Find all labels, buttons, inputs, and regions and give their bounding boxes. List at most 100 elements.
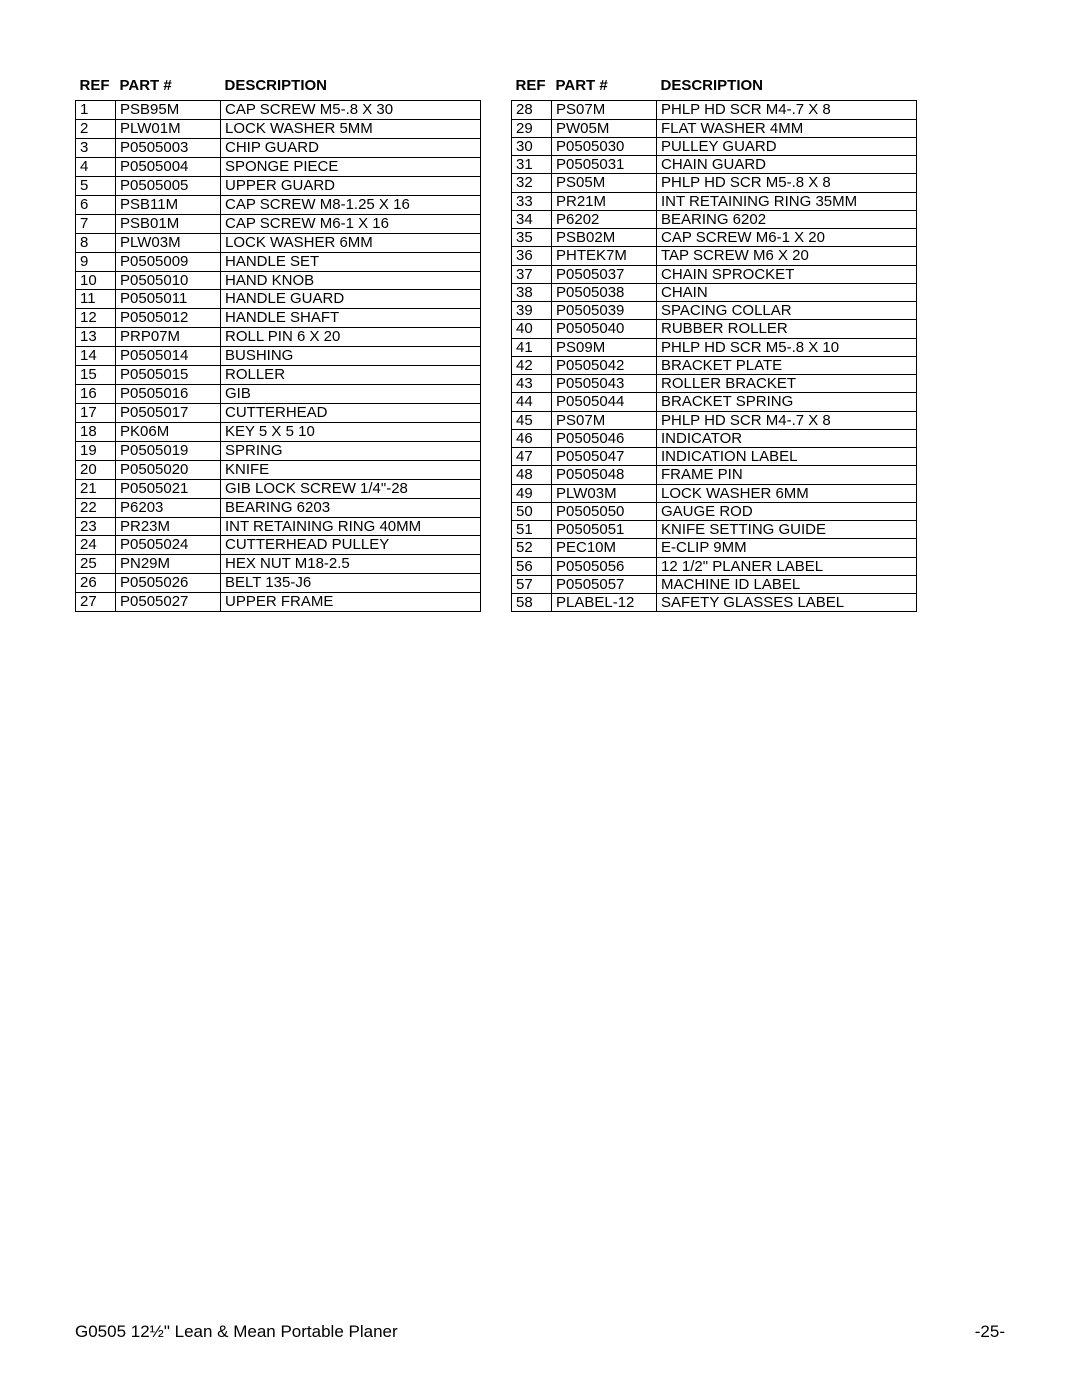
cell-ref: 42 bbox=[512, 356, 552, 374]
cell-desc: CAP SCREW M6-1 X 16 bbox=[221, 214, 481, 233]
table-row: 3P0505003CHIP GUARD bbox=[76, 139, 481, 158]
cell-desc: INT RETAINING RING 35MM bbox=[657, 192, 917, 210]
table-row: 35PSB02MCAP SCREW M6-1 X 20 bbox=[512, 229, 917, 247]
cell-desc: ROLLER bbox=[221, 366, 481, 385]
cell-part: P0505044 bbox=[552, 393, 657, 411]
cell-desc: BEARING 6202 bbox=[657, 210, 917, 228]
cell-ref: 57 bbox=[512, 575, 552, 593]
cell-desc: CAP SCREW M5-.8 X 30 bbox=[221, 101, 481, 120]
cell-part: PHTEK7M bbox=[552, 247, 657, 265]
cell-desc: BRACKET SPRING bbox=[657, 393, 917, 411]
cell-desc: PHLP HD SCR M5-.8 X 10 bbox=[657, 338, 917, 356]
table-row: 49PLW03MLOCK WASHER 6MM bbox=[512, 484, 917, 502]
table-row: 36PHTEK7MTAP SCREW M6 X 20 bbox=[512, 247, 917, 265]
table-row: 14P0505014BUSHING bbox=[76, 347, 481, 366]
parts-table-left: REF PART # DESCRIPTION 1PSB95MCAP SCREW … bbox=[75, 75, 481, 612]
cell-part: P0505027 bbox=[116, 593, 221, 612]
table-row: 22P6203BEARING 6203 bbox=[76, 498, 481, 517]
cell-ref: 35 bbox=[512, 229, 552, 247]
cell-ref: 47 bbox=[512, 448, 552, 466]
cell-ref: 25 bbox=[76, 555, 116, 574]
cell-desc: BRACKET PLATE bbox=[657, 356, 917, 374]
cell-ref: 29 bbox=[512, 119, 552, 137]
cell-part: P0505031 bbox=[552, 156, 657, 174]
cell-desc: UPPER FRAME bbox=[221, 593, 481, 612]
cell-part: P0505016 bbox=[116, 385, 221, 404]
cell-desc: PHLP HD SCR M4-.7 X 8 bbox=[657, 411, 917, 429]
cell-desc: INT RETAINING RING 40MM bbox=[221, 517, 481, 536]
table-row: 15P0505015ROLLER bbox=[76, 366, 481, 385]
cell-ref: 36 bbox=[512, 247, 552, 265]
table-row: 9P0505009HANDLE SET bbox=[76, 252, 481, 271]
cell-part: P0505015 bbox=[116, 366, 221, 385]
cell-ref: 48 bbox=[512, 466, 552, 484]
cell-part: P0505042 bbox=[552, 356, 657, 374]
table-row: 31P0505031CHAIN GUARD bbox=[512, 156, 917, 174]
cell-desc: KNIFE SETTING GUIDE bbox=[657, 521, 917, 539]
page-footer: G0505 12½" Lean & Mean Portable Planer -… bbox=[75, 1322, 1005, 1342]
cell-desc: CHAIN SPROCKET bbox=[657, 265, 917, 283]
cell-desc: CAP SCREW M6-1 X 20 bbox=[657, 229, 917, 247]
cell-part: PS09M bbox=[552, 338, 657, 356]
cell-part: PK06M bbox=[116, 422, 221, 441]
cell-ref: 1 bbox=[76, 101, 116, 120]
cell-ref: 11 bbox=[76, 290, 116, 309]
table-row: 45PS07MPHLP HD SCR M4-.7 X 8 bbox=[512, 411, 917, 429]
table-row: 23PR23MINT RETAINING RING 40MM bbox=[76, 517, 481, 536]
cell-desc: ROLLER BRACKET bbox=[657, 375, 917, 393]
cell-part: P0505047 bbox=[552, 448, 657, 466]
cell-desc: BEARING 6203 bbox=[221, 498, 481, 517]
cell-ref: 7 bbox=[76, 214, 116, 233]
cell-ref: 24 bbox=[76, 536, 116, 555]
cell-desc: 12 1/2" PLANER LABEL bbox=[657, 557, 917, 575]
cell-ref: 39 bbox=[512, 302, 552, 320]
parts-columns: REF PART # DESCRIPTION 1PSB95MCAP SCREW … bbox=[75, 75, 1005, 612]
table-row: 41PS09MPHLP HD SCR M5-.8 X 10 bbox=[512, 338, 917, 356]
cell-ref: 34 bbox=[512, 210, 552, 228]
cell-desc: BELT 135-J6 bbox=[221, 574, 481, 593]
table-row: 13PRP07MROLL PIN 6 X 20 bbox=[76, 328, 481, 347]
table-row: 16P0505016GIB bbox=[76, 385, 481, 404]
cell-ref: 9 bbox=[76, 252, 116, 271]
cell-ref: 43 bbox=[512, 375, 552, 393]
cell-part: PSB01M bbox=[116, 214, 221, 233]
cell-desc: SPRING bbox=[221, 441, 481, 460]
footer-title: G0505 12½" Lean & Mean Portable Planer bbox=[75, 1322, 398, 1342]
cell-desc: PHLP HD SCR M5-.8 X 8 bbox=[657, 174, 917, 192]
table-row: 29PW05MFLAT WASHER 4MM bbox=[512, 119, 917, 137]
cell-part: P0505019 bbox=[116, 441, 221, 460]
table-row: 34P6202BEARING 6202 bbox=[512, 210, 917, 228]
cell-part: PSB11M bbox=[116, 195, 221, 214]
cell-part: P0505014 bbox=[116, 347, 221, 366]
cell-part: P0505030 bbox=[552, 137, 657, 155]
cell-part: P0505048 bbox=[552, 466, 657, 484]
cell-desc: HAND KNOB bbox=[221, 271, 481, 290]
cell-desc: PHLP HD SCR M4-.7 X 8 bbox=[657, 101, 917, 119]
cell-ref: 6 bbox=[76, 195, 116, 214]
cell-desc: HANDLE SET bbox=[221, 252, 481, 271]
table-row: 7PSB01MCAP SCREW M6-1 X 16 bbox=[76, 214, 481, 233]
cell-ref: 16 bbox=[76, 385, 116, 404]
cell-desc: E-CLIP 9MM bbox=[657, 539, 917, 557]
col-header-part: PART # bbox=[116, 75, 221, 101]
cell-part: PR21M bbox=[552, 192, 657, 210]
cell-part: PEC10M bbox=[552, 539, 657, 557]
cell-desc: ROLL PIN 6 X 20 bbox=[221, 328, 481, 347]
cell-desc: TAP SCREW M6 X 20 bbox=[657, 247, 917, 265]
cell-desc: INDICATOR bbox=[657, 429, 917, 447]
cell-part: PLW03M bbox=[116, 233, 221, 252]
cell-ref: 19 bbox=[76, 441, 116, 460]
cell-part: P0505024 bbox=[116, 536, 221, 555]
cell-ref: 27 bbox=[76, 593, 116, 612]
cell-part: PRP07M bbox=[116, 328, 221, 347]
cell-part: PS05M bbox=[552, 174, 657, 192]
footer-page: -25- bbox=[975, 1322, 1005, 1342]
cell-desc: HANDLE GUARD bbox=[221, 290, 481, 309]
cell-ref: 8 bbox=[76, 233, 116, 252]
table-row: 1PSB95MCAP SCREW M5-.8 X 30 bbox=[76, 101, 481, 120]
cell-ref: 13 bbox=[76, 328, 116, 347]
table-row: 6PSB11MCAP SCREW M8-1.25 X 16 bbox=[76, 195, 481, 214]
cell-ref: 21 bbox=[76, 479, 116, 498]
cell-ref: 4 bbox=[76, 158, 116, 177]
cell-part: P0505056 bbox=[552, 557, 657, 575]
